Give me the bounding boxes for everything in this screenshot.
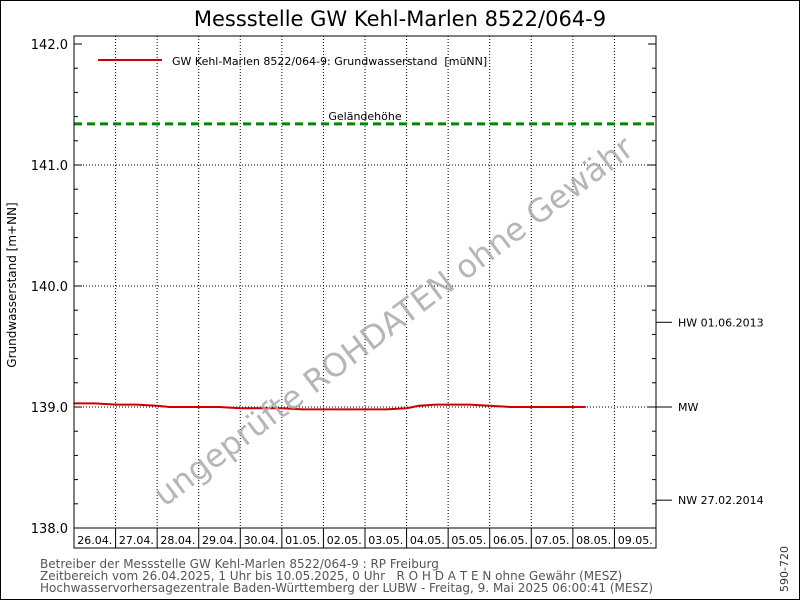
y-tick-label: 138.0 (31, 522, 68, 537)
data-point (218, 406, 221, 408)
y-tick-label: 140.0 (31, 280, 68, 295)
data-point (239, 407, 242, 410)
x-tick-label: 04.05. (410, 534, 445, 547)
footer-operator: Betreiber der Messstelle GW Kehl-Marlen … (40, 557, 439, 571)
data-point (434, 403, 437, 406)
side-code: 590-720 (778, 546, 791, 592)
data-point (447, 403, 449, 406)
x-tick-label: 05.05. (451, 534, 486, 547)
right-marker-label: NW 27.02.2014 (678, 494, 764, 507)
x-tick-label: 01.05. (285, 534, 320, 547)
data-point (322, 408, 325, 411)
data-point (197, 406, 200, 408)
data-point (509, 406, 512, 408)
data-point (405, 407, 408, 410)
data-point (418, 404, 420, 407)
y-tick-label: 142.0 (31, 38, 68, 53)
data-point (301, 408, 304, 411)
x-tick-label: 02.05. (327, 534, 362, 547)
watermark: ungeprüfte ROHDATEN ohne Gewähr (146, 128, 641, 514)
x-tick-label: 29.04. (202, 534, 237, 547)
legend-label: GW Kehl-Marlen 8522/064-9: Grundwasserst… (172, 55, 487, 68)
data-point (260, 407, 262, 410)
data-point (384, 408, 387, 411)
x-tick-label: 30.04. (244, 534, 279, 547)
x-tick-label: 07.05. (535, 534, 570, 547)
data-point (281, 407, 283, 410)
reference-line-label: Geländehöhe (328, 110, 401, 123)
data-point (551, 406, 553, 408)
x-tick-label: 08.05. (576, 534, 611, 547)
y-tick-label: 141.0 (31, 159, 68, 174)
data-point (93, 402, 96, 405)
x-tick-label: 27.04. (119, 534, 154, 547)
series-line (74, 402, 586, 411)
legend: GW Kehl-Marlen 8522/064-9: Grundwasserst… (98, 55, 487, 68)
data-point (156, 404, 158, 407)
data-point (572, 406, 574, 408)
y-tick-label: 139.0 (31, 401, 68, 416)
data-point (468, 403, 470, 406)
chart-title: Messstelle GW Kehl-Marlen 8522/064-9 (194, 7, 606, 31)
data-point (135, 403, 138, 406)
footer-source: Hochwasservorhersagezentrale Baden-Württ… (40, 581, 653, 595)
data-point (584, 406, 587, 408)
x-tick-label: 28.04. (160, 534, 195, 547)
x-tick-label: 06.05. (493, 534, 528, 547)
data-point (530, 406, 533, 408)
x-tick-label: 09.05. (618, 534, 653, 547)
data-point (343, 408, 346, 411)
footer-time-range: Zeitbereich vom 26.04.2025, 1 Uhr bis 10… (40, 569, 623, 583)
data-point (168, 406, 171, 408)
plot-border (73, 35, 657, 549)
x-tick-label: 26.04. (77, 534, 112, 547)
right-marker-label: MW (678, 401, 698, 414)
data-point (114, 403, 117, 406)
data-point (364, 408, 366, 411)
x-tick-label: 03.05. (368, 534, 403, 547)
data-point (488, 404, 491, 407)
y-axis-label: Grundwasserstand [m+NN] (5, 202, 19, 367)
right-marker-label: HW 01.06.2013 (678, 316, 764, 329)
